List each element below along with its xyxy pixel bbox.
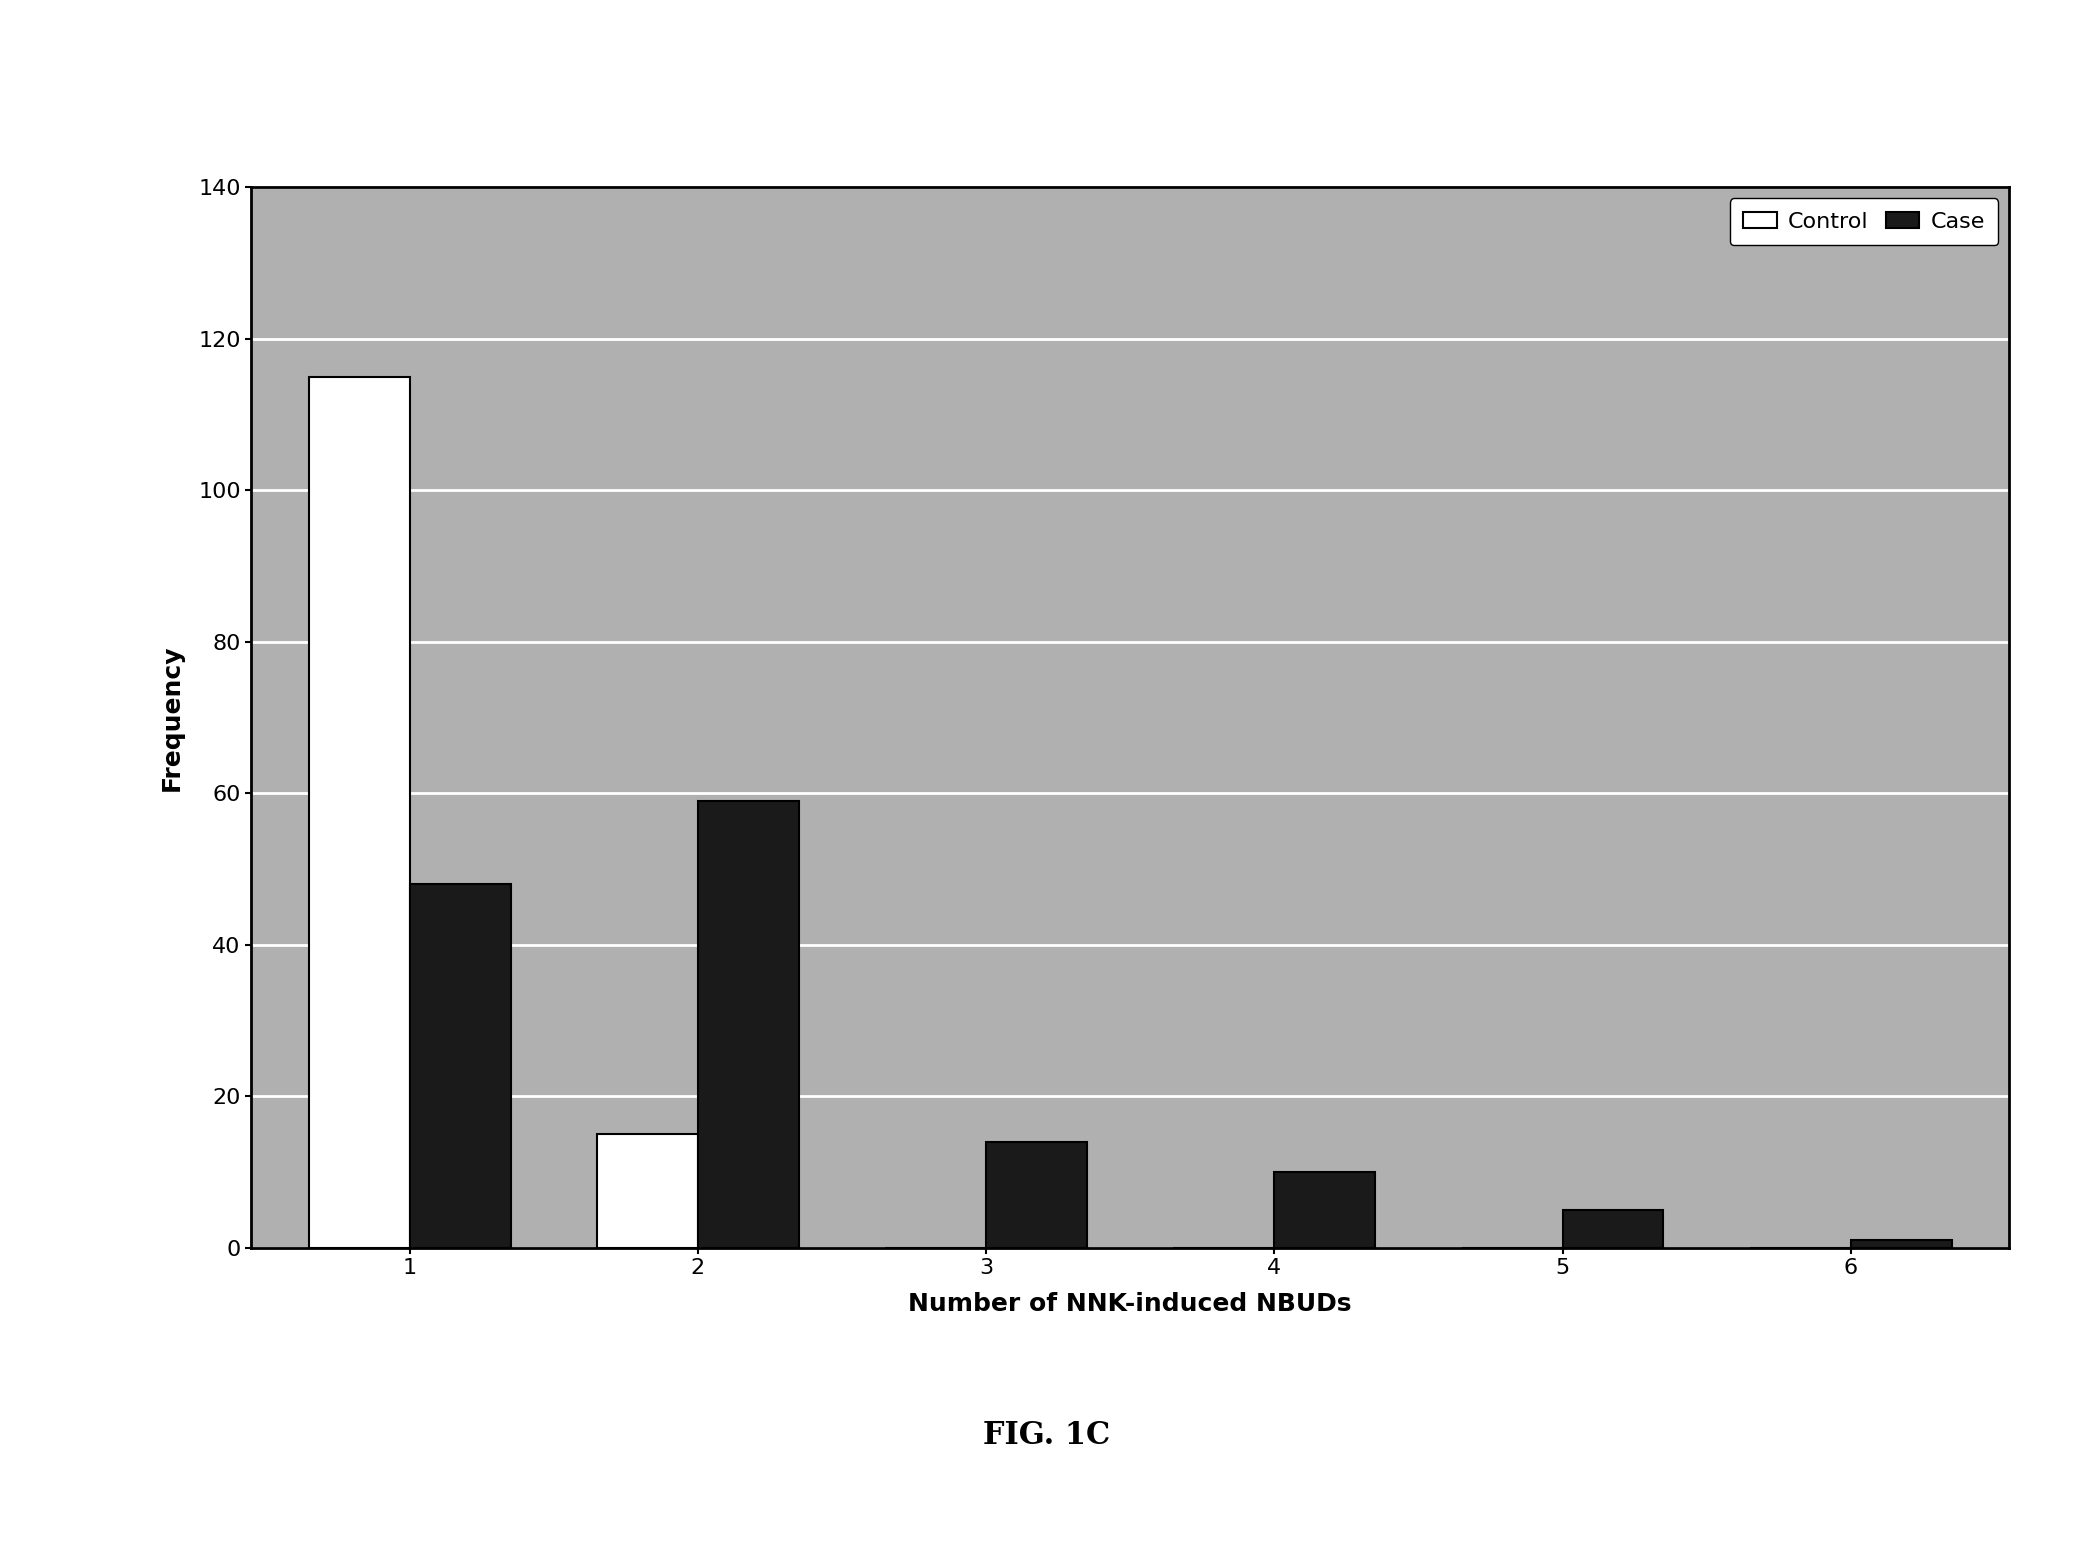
Bar <box>1850 1240 1951 1248</box>
Bar <box>1563 1211 1664 1248</box>
Legend: Control, Case: Control, Case <box>1729 198 1999 245</box>
Bar <box>410 885 511 1248</box>
Bar <box>986 1142 1086 1248</box>
X-axis label: Number of NNK-induced NBUDs: Number of NNK-induced NBUDs <box>908 1292 1352 1317</box>
Text: FIG. 1C: FIG. 1C <box>984 1420 1109 1451</box>
Bar <box>697 800 800 1248</box>
Bar <box>597 1134 697 1248</box>
Bar <box>310 376 410 1248</box>
Bar <box>1275 1172 1375 1248</box>
Y-axis label: Frequency: Frequency <box>161 644 184 791</box>
